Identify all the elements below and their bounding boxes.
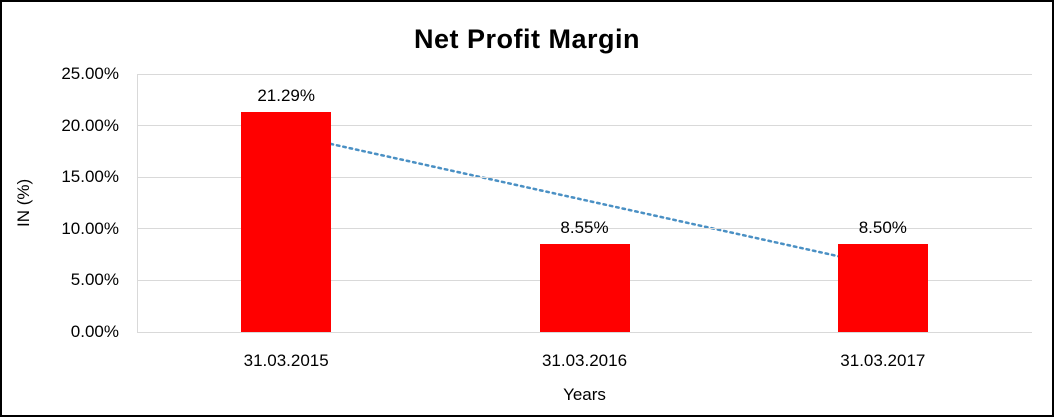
y-tick-label: 25.00% xyxy=(61,64,119,83)
x-tick-label: 31.03.2016 xyxy=(541,351,628,370)
bar xyxy=(241,112,332,332)
chart-title: Net Profit Margin xyxy=(413,24,640,54)
bar-value-label: 8.55% xyxy=(560,217,609,237)
x-tick-label: 31.03.2017 xyxy=(840,351,926,370)
x-axis-tick-labels: 31.03.2015 31.03.2016 31.03.2017 xyxy=(137,347,1032,371)
y-tick-label: 20.00% xyxy=(61,115,119,135)
y-tick-label: 5.00% xyxy=(70,270,119,290)
bar-value-label: 8.50% xyxy=(858,218,907,238)
x-axis-title: Years xyxy=(563,385,606,404)
gridline xyxy=(137,228,1032,230)
plot-area: 21.29% 8.55% 8.50% xyxy=(137,73,1032,333)
y-tick-label: 0.00% xyxy=(70,322,119,341)
y-axis-tick-labels: 0.00% 5.00% 10.00% 15.00% 20.00% 25.00% xyxy=(2,64,127,341)
gridline xyxy=(137,73,1032,75)
bar xyxy=(837,244,928,332)
gridline xyxy=(137,125,1032,127)
gridline xyxy=(137,176,1032,178)
y-tick-label: 10.00% xyxy=(61,218,119,238)
x-tick-label: 31.03.2015 xyxy=(243,351,329,370)
bar xyxy=(539,243,630,332)
gridline xyxy=(137,331,1032,333)
y-tick-label: 15.00% xyxy=(61,167,119,187)
y-axis-line xyxy=(137,74,138,332)
bar-value-label: 21.29% xyxy=(257,86,315,106)
